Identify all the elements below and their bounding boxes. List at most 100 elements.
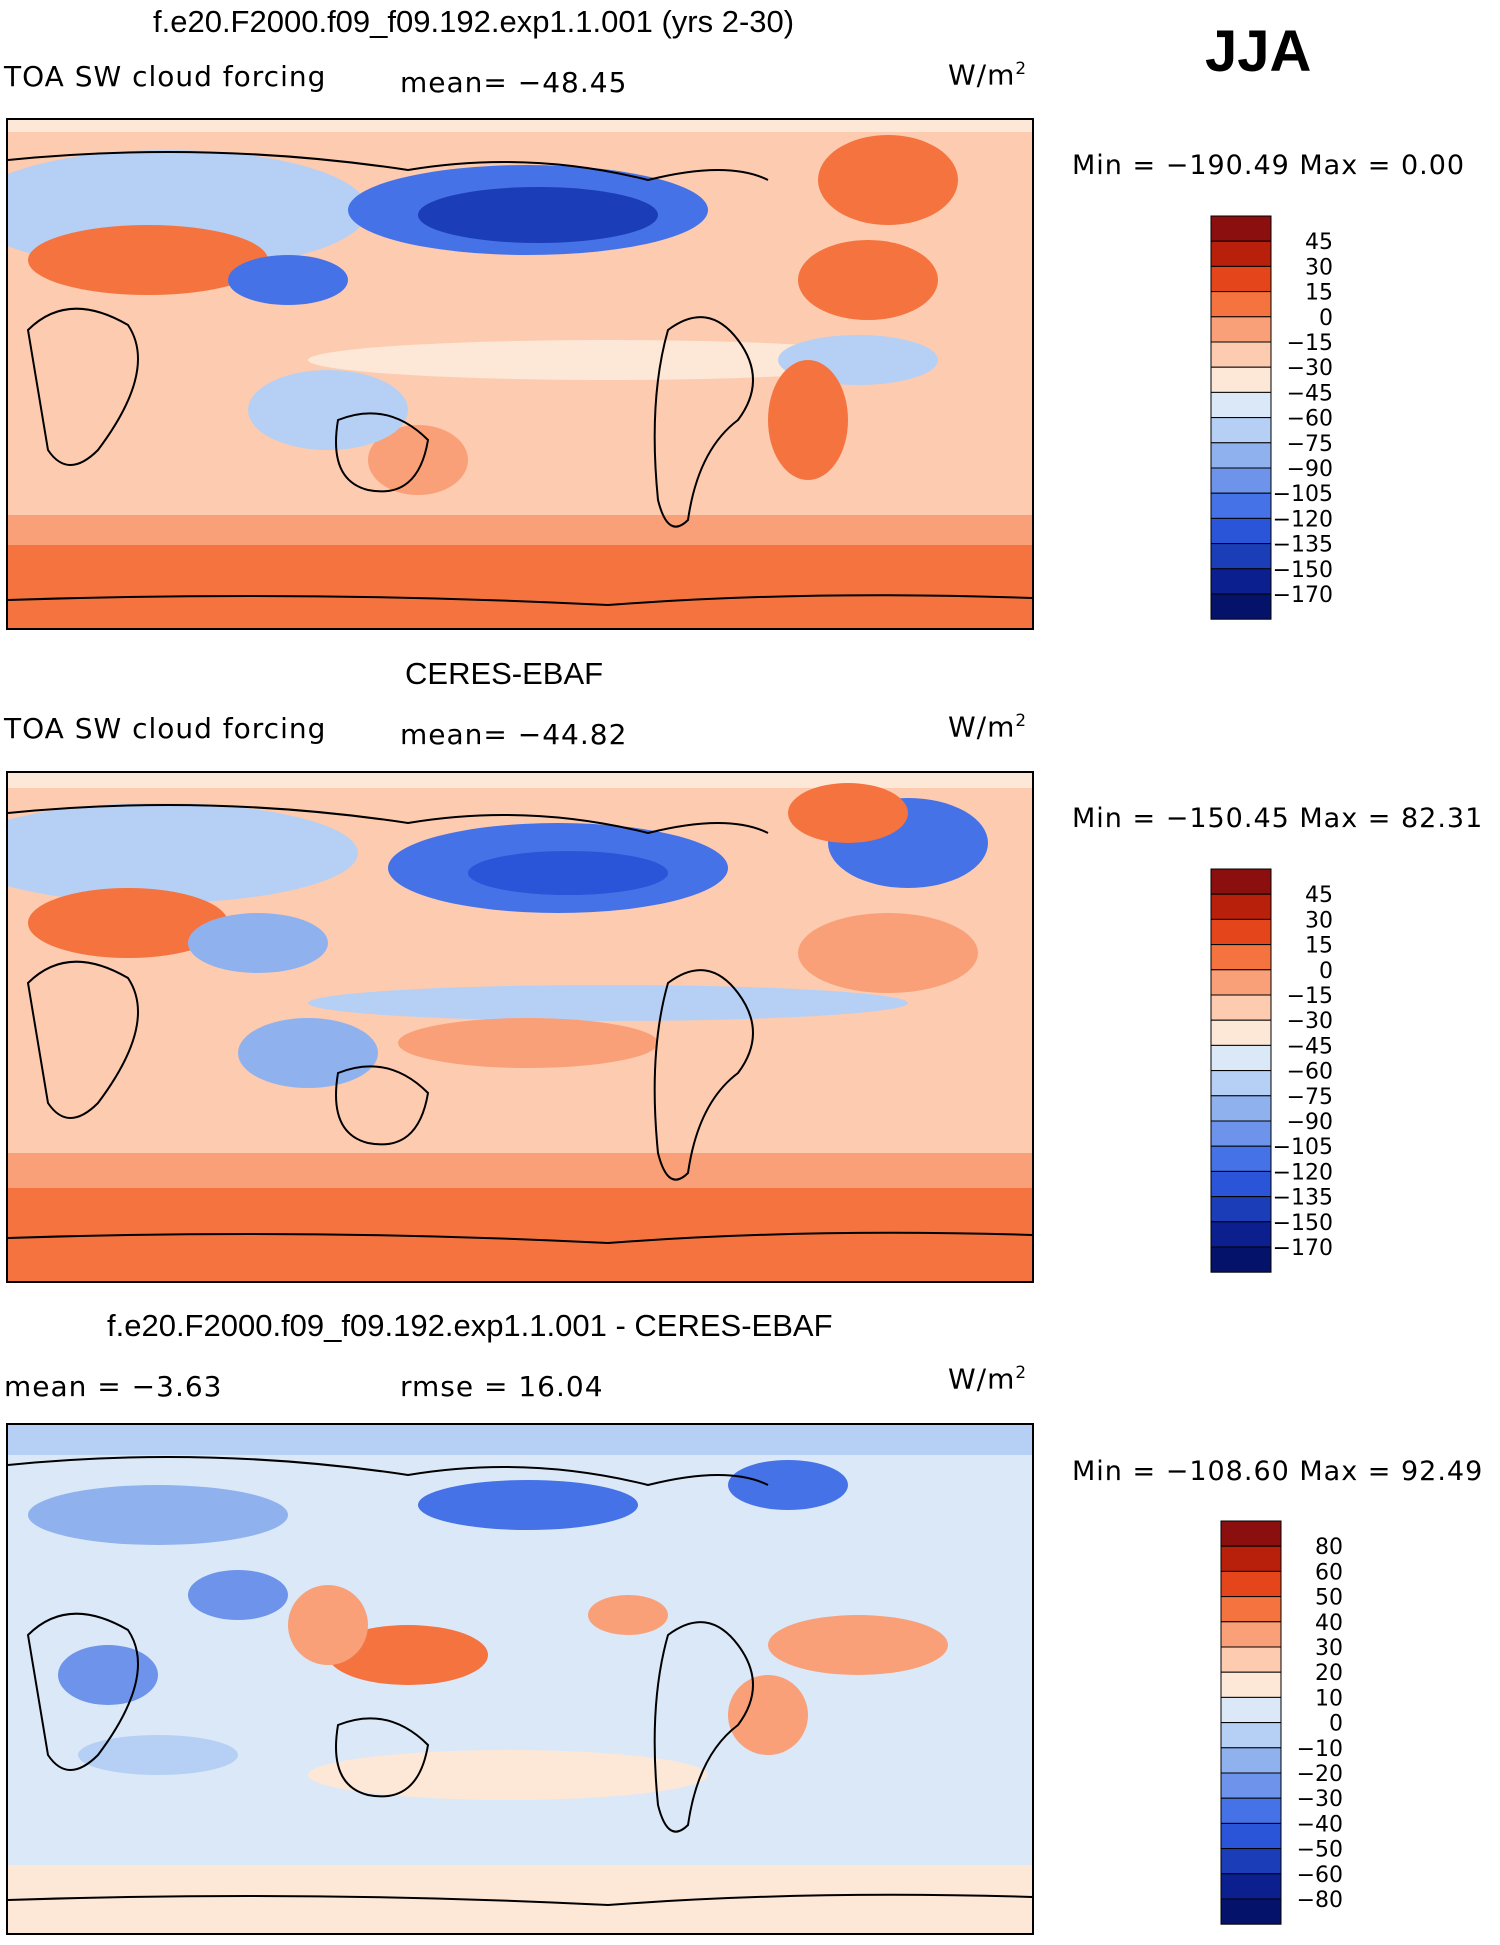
colorbar-level-label: 30 [1305, 908, 1333, 933]
panel-1-mean-label: mean= −48.45 [400, 66, 628, 99]
colorbar-level-label: −75 [1287, 432, 1333, 457]
colorbar-swatch [1220, 1621, 1282, 1648]
panel-3-units: W/m2 [948, 1362, 1028, 1396]
colorbar-swatch [1210, 417, 1272, 444]
colorbar-level-label: 80 [1315, 1535, 1343, 1560]
colorbar-level-label: 45 [1305, 230, 1333, 255]
colorbar-swatch [1210, 994, 1272, 1021]
colorbar-swatch [1210, 868, 1272, 895]
panel-2-title: CERES-EBAF [405, 656, 604, 691]
colorbar-swatch [1210, 969, 1272, 996]
colorbar-swatch [1220, 1822, 1282, 1850]
colorbar-level-label: −45 [1287, 1034, 1333, 1059]
colorbar-level-label: 20 [1315, 1661, 1343, 1686]
colorbar-level-label: −30 [1297, 1787, 1343, 1812]
colorbar-level-label: −170 [1273, 583, 1333, 608]
panel-1-title: f.e20.F2000.f09_f09.192.exp1.1.001 (yrs … [153, 4, 795, 39]
panel-3-map [6, 1423, 1034, 1935]
panel-2-map [6, 771, 1034, 1283]
colorbar-level-label: 30 [1315, 1636, 1343, 1661]
colorbar-level-label: −150 [1273, 1211, 1333, 1236]
panel-2-map-graphic [8, 773, 1032, 1281]
panel-3-colorbar: 80 60 50 40 30 20 10 0 −10 −20 −30 −40 −50 −60 −80 [1220, 1520, 1361, 1931]
colorbar-swatch [1210, 467, 1272, 494]
colorbar-level-label: 45 [1305, 883, 1333, 908]
colorbar-swatch [1210, 215, 1272, 242]
colorbar-swatch [1210, 442, 1272, 469]
colorbar-swatch [1220, 1671, 1282, 1698]
colorbar-swatch [1210, 316, 1272, 343]
colorbar-swatch [1210, 366, 1272, 393]
colorbar-level-label: 15 [1305, 934, 1333, 959]
colorbar-swatch [1210, 893, 1272, 920]
colorbar-swatch [1210, 1221, 1272, 1248]
panel-1-colorbar-graphic: 4530150−15−30−45−60−75−90−105−120−135−15… [1210, 215, 1333, 620]
colorbar-swatch [1220, 1772, 1282, 1799]
colorbar-level-label: 0 [1329, 1712, 1343, 1737]
colorbar-level-label: 30 [1305, 255, 1333, 280]
colorbar-swatch [1210, 1070, 1272, 1097]
colorbar-level-label: −10 [1297, 1737, 1343, 1762]
colorbar-level-label: −50 [1297, 1838, 1343, 1863]
colorbar-swatch [1220, 1797, 1282, 1824]
colorbar-swatch [1210, 1120, 1272, 1147]
colorbar-swatch [1210, 1246, 1272, 1273]
colorbar-swatch [1220, 1545, 1282, 1572]
panel-2-units: W/m2 [948, 710, 1028, 744]
colorbar-level-label: 40 [1315, 1611, 1343, 1636]
panel-1-colorbar: 45 30 15 0 −15 −30 −45 −60 −75 −90 −105 −120 −135 −15… [1210, 215, 1351, 626]
colorbar-swatch [1220, 1696, 1282, 1724]
panel-3-rmse-label: rmse = 16.04 [400, 1370, 604, 1403]
colorbar-level-label: −40 [1297, 1812, 1343, 1837]
panel-3-map-graphic [8, 1425, 1032, 1933]
colorbar-level-label: −30 [1287, 1009, 1333, 1034]
panel-3-min-max: Min = −108.60 Max = 92.49 [1072, 1456, 1484, 1487]
colorbar-level-label: 10 [1315, 1686, 1343, 1711]
colorbar-level-label: −80 [1297, 1888, 1343, 1913]
colorbar-level-label: −30 [1287, 356, 1333, 381]
colorbar-swatch [1210, 1145, 1272, 1172]
colorbar-level-label: −15 [1287, 331, 1333, 356]
colorbar-swatch [1210, 492, 1272, 519]
colorbar-swatch [1220, 1898, 1282, 1925]
colorbar-level-label: −135 [1273, 1186, 1333, 1211]
colorbar-swatch [1210, 1170, 1272, 1198]
colorbar-swatch [1210, 543, 1272, 570]
colorbar-level-label: 15 [1305, 281, 1333, 306]
colorbar-swatch [1220, 1596, 1282, 1623]
panel-1-map [6, 118, 1034, 630]
colorbar-level-label: −75 [1287, 1085, 1333, 1110]
colorbar-level-label: −20 [1297, 1762, 1343, 1787]
colorbar-level-label: −120 [1273, 1160, 1333, 1185]
panel-2-mean-label: mean= −44.82 [400, 718, 628, 751]
colorbar-swatch [1210, 391, 1272, 419]
colorbar-level-label: −60 [1297, 1863, 1343, 1888]
panel-2-colorbar-graphic: 4530150−15−30−45−60−75−90−105−120−135−15… [1210, 868, 1333, 1273]
colorbar-swatch [1210, 240, 1272, 267]
colorbar-swatch [1210, 1044, 1272, 1072]
panel-2-colorbar: 45 30 15 0 −15 −30 −45 −60 −75 −90 −105 −120 −135 −15… [1210, 868, 1351, 1279]
colorbar-level-label: −150 [1273, 558, 1333, 583]
colorbar-swatch [1210, 1196, 1272, 1223]
colorbar-swatch [1210, 517, 1272, 545]
colorbar-level-label: −120 [1273, 507, 1333, 532]
colorbar-level-label: −90 [1287, 457, 1333, 482]
colorbar-level-label: −105 [1273, 482, 1333, 507]
colorbar-level-label: −60 [1287, 407, 1333, 432]
panel-2-min-max: Min = −150.45 Max = 82.31 [1072, 803, 1484, 834]
colorbar-swatch [1210, 944, 1272, 971]
colorbar-swatch [1220, 1722, 1282, 1749]
season-label: JJA [1205, 19, 1312, 84]
panel-1-units: W/m2 [948, 58, 1028, 92]
colorbar-swatch [1210, 341, 1272, 368]
colorbar-swatch [1210, 291, 1272, 318]
colorbar-level-label: 0 [1319, 306, 1333, 331]
colorbar-swatch [1210, 1019, 1272, 1046]
colorbar-swatch [1220, 1520, 1282, 1547]
panel-2-left-label: TOA SW cloud forcing [4, 712, 327, 745]
colorbar-level-label: −45 [1287, 381, 1333, 406]
colorbar-level-label: 60 [1315, 1560, 1343, 1585]
panel-3-title: f.e20.F2000.f09_f09.192.exp1.1.001 - CER… [107, 1308, 833, 1343]
colorbar-level-label: 0 [1319, 959, 1333, 984]
